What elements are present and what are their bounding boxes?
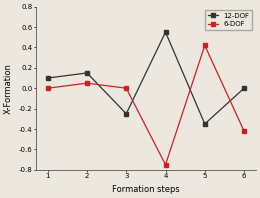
Line: 12-DOF: 12-DOF (46, 30, 246, 126)
6-DOF (86, 82, 89, 84)
12-DOF (125, 112, 128, 115)
12-DOF (86, 72, 89, 74)
Y-axis label: X-Formation: X-Formation (4, 63, 13, 114)
12-DOF (243, 87, 246, 89)
6-DOF (164, 164, 167, 166)
6-DOF (203, 44, 206, 47)
12-DOF (203, 123, 206, 125)
6-DOF (46, 87, 49, 89)
Line: 6-DOF: 6-DOF (46, 44, 246, 167)
6-DOF (125, 87, 128, 89)
X-axis label: Formation steps: Formation steps (112, 185, 180, 194)
6-DOF (243, 130, 246, 132)
Legend: 12-DOF, 6-DOF: 12-DOF, 6-DOF (205, 10, 252, 30)
12-DOF (164, 31, 167, 33)
12-DOF (46, 77, 49, 79)
